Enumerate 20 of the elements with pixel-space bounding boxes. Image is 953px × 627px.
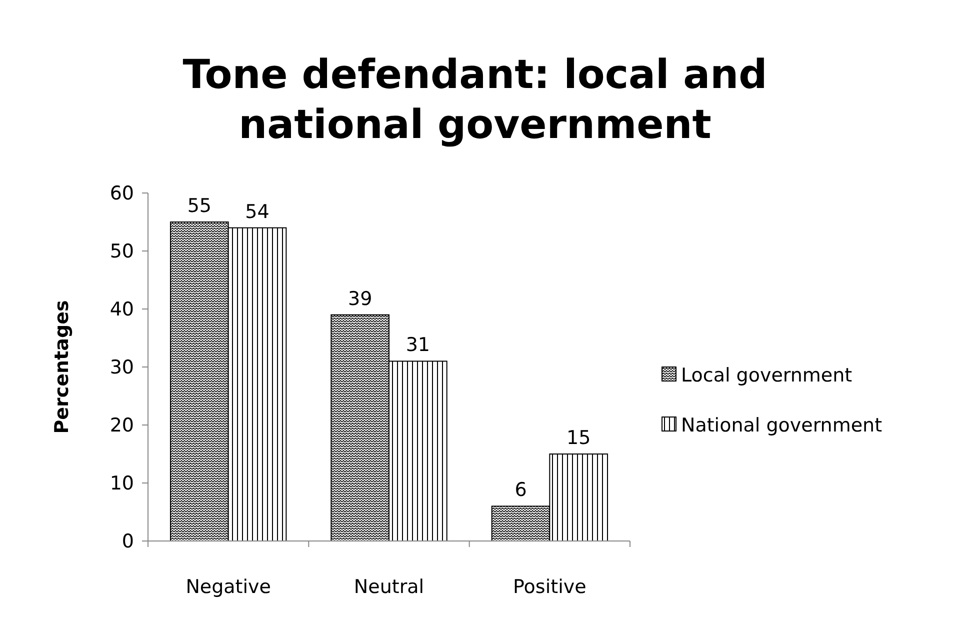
- y-tick-label: 40: [110, 298, 134, 321]
- data-label: 15: [566, 427, 591, 449]
- x-tick-label: Negative: [186, 576, 271, 598]
- data-label: 55: [187, 195, 212, 217]
- legend-label: National government: [681, 414, 882, 437]
- x-tick-label: Positive: [513, 576, 586, 598]
- data-label: 6: [514, 479, 527, 502]
- legend-label: Local government: [681, 364, 852, 387]
- y-tick-label: 0: [122, 530, 134, 553]
- y-tick-label: 30: [110, 356, 134, 379]
- y-tick-label: 50: [110, 240, 134, 263]
- chart-title: Tone defendant: local and national government: [182, 52, 768, 148]
- y-tick-label: 60: [110, 182, 134, 205]
- y-axis-title: Percentages: [51, 300, 73, 434]
- data-label: 39: [348, 288, 372, 310]
- data-label: 54: [245, 200, 270, 223]
- x-tick-label: Neutral: [354, 576, 424, 598]
- y-tick-label: 20: [110, 414, 134, 437]
- data-label: 31: [406, 334, 430, 356]
- y-tick-label: 10: [110, 472, 134, 495]
